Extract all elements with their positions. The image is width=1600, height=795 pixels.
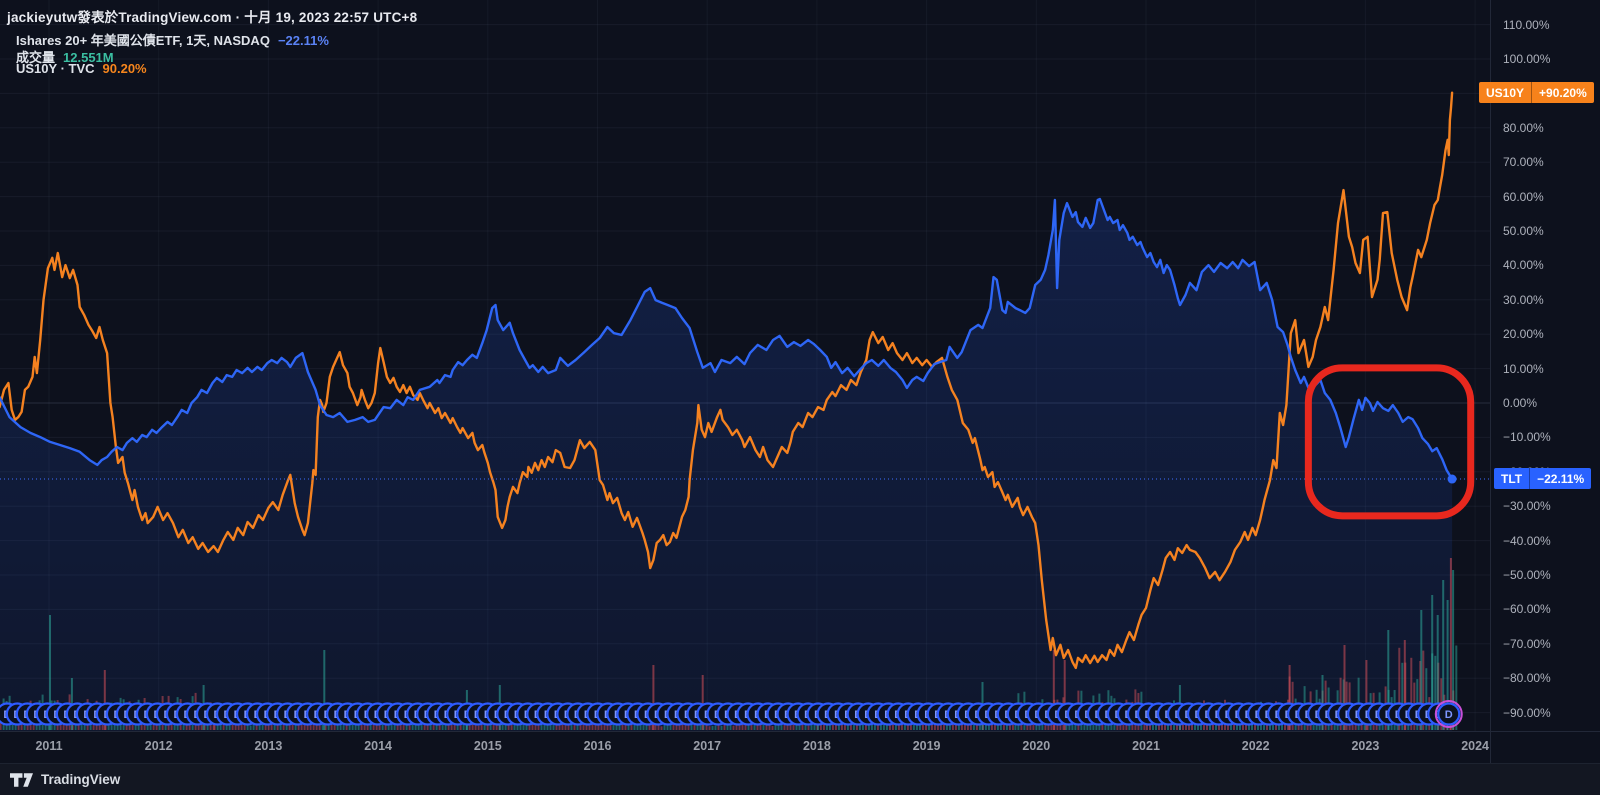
time-axis-label: 2024 — [1461, 739, 1489, 753]
time-axis-label: 2017 — [693, 739, 722, 753]
price-axis-label: −80.00% — [1503, 671, 1551, 686]
price-axis-label: −10.00% — [1503, 430, 1551, 445]
time-axis-label: 2013 — [254, 739, 283, 753]
compare-value: 90.20% — [102, 61, 147, 76]
price-axis-label: 80.00% — [1503, 120, 1544, 135]
symbol-title: Ishares 20+ 年美國公債ETF, 1天, NASDAQ — [16, 33, 270, 48]
us10y-price-tag: US10Y +90.20% — [1479, 82, 1594, 103]
tlt-area-fill — [0, 199, 1453, 731]
time-axis-label: 2023 — [1351, 739, 1380, 753]
us10y-tag-symbol: US10Y — [1486, 85, 1525, 100]
price-axis-pane — [1490, 0, 1600, 763]
dividend-markers-row: DDDDDDDDDDDDDDDDDDDDDDDDDDDDDDDDDDDDDDDD… — [0, 700, 1463, 728]
price-axis-label: −30.00% — [1503, 499, 1551, 514]
time-axis-label: 2019 — [912, 739, 941, 753]
time-axis[interactable]: 2011 2012 2013 2014 2015 2016 2017 2018 2019 2020… — [0, 731, 1490, 763]
symbol-legend[interactable]: Ishares 20+ 年美國公債ETF, 1天, NASDAQ −22.11% — [16, 30, 329, 49]
volume-value: 12.551M — [63, 50, 114, 65]
volume-legend[interactable]: 成交量 12.551M — [16, 47, 114, 66]
price-axis-label: 110.00% — [1503, 17, 1550, 32]
time-axis-label: 2020 — [1022, 739, 1051, 753]
time-axis-label: 2016 — [583, 739, 612, 753]
price-axis-label: −90.00% — [1503, 705, 1551, 720]
price-axis[interactable]: 110.00%100.00%90.00%80.00%70.00%60.00%50… — [1490, 0, 1600, 763]
svg-text:D: D — [1445, 709, 1453, 721]
price-axis-label: 40.00% — [1503, 258, 1544, 273]
price-axis-label: 60.00% — [1503, 189, 1544, 204]
time-axis-label: 2021 — [1132, 739, 1160, 753]
time-axis-label: 2015 — [473, 739, 502, 753]
time-axis-pane — [0, 731, 1600, 763]
tlt-tag-value: −22.11% — [1529, 468, 1591, 489]
dividend-marker[interactable]: D — [1434, 700, 1463, 728]
byline: jackieyutw發表於TradingView.com · 十月 19, 20… — [7, 6, 417, 26]
tlt-price-tag: TLT −22.11% — [1494, 468, 1592, 489]
byline-text: jackieyutw發表於TradingView.com · 十月 19, 20… — [7, 10, 418, 25]
us10y-tag-value: +90.20% — [1531, 82, 1594, 103]
price-axis-label: −70.00% — [1503, 636, 1551, 651]
time-axis-label: 2011 — [35, 739, 63, 753]
price-axis-label: 0.00% — [1503, 396, 1538, 410]
time-axis-label: 2014 — [364, 739, 392, 753]
tlt-line-series[interactable] — [0, 197, 1454, 481]
time-axis-label: 2022 — [1241, 739, 1270, 753]
tlt-last-price-dot — [1447, 474, 1457, 484]
price-axis-label: 100.00% — [1503, 52, 1551, 66]
time-axis-label: 2018 — [802, 739, 831, 753]
price-axis-label: −40.00% — [1503, 533, 1551, 548]
footer-bar: TradingView — [0, 763, 1600, 795]
price-axis-label: 70.00% — [1503, 155, 1544, 170]
price-axis-label: −60.00% — [1503, 602, 1551, 617]
symbol-change: −22.11% — [277, 33, 329, 48]
compare-legend[interactable]: US10Y · TVC 90.20% — [16, 61, 147, 76]
compare-label: US10Y · TVC — [16, 61, 95, 76]
price-axis-label: 10.00% — [1503, 361, 1544, 376]
annotation-rounded-rect[interactable] — [1304, 364, 1475, 520]
price-axis-label: 30.00% — [1503, 292, 1544, 307]
time-axis-label: 2012 — [144, 739, 173, 753]
us10y-line-series[interactable] — [0, 91, 1454, 670]
dividend-marker-highlight-ring — [1434, 700, 1463, 728]
price-axis-label: 50.00% — [1503, 224, 1544, 238]
footer-brand[interactable]: TradingView — [41, 772, 121, 787]
price-axis-label: −50.00% — [1503, 568, 1551, 582]
price-axis-label: 20.00% — [1503, 327, 1544, 342]
volume-label: 成交量 — [16, 50, 56, 65]
tlt-tag-symbol: TLT — [1501, 471, 1523, 486]
tradingview-logo-icon[interactable] — [10, 772, 33, 787]
